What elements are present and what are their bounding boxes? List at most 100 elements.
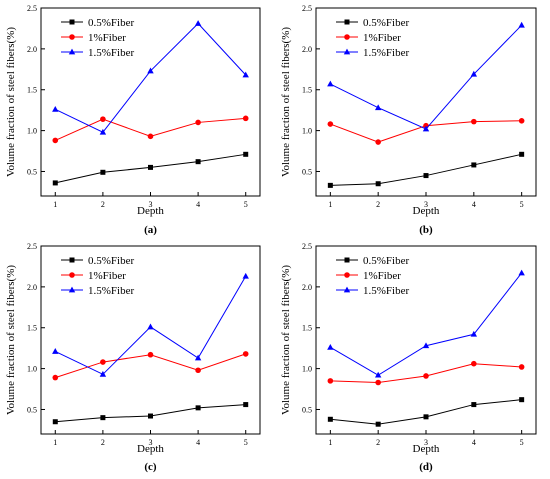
legend-entry: 1.5%Fiber	[363, 285, 409, 297]
x-tick-label: 4	[196, 200, 200, 209]
x-tick-label: 2	[376, 200, 380, 209]
legend-marker	[69, 257, 75, 263]
data-point	[423, 373, 429, 379]
data-point	[147, 133, 154, 140]
data-point	[52, 105, 59, 112]
data-point	[52, 180, 58, 186]
data-point	[423, 414, 429, 420]
data-point	[147, 351, 154, 358]
chart-panel-2: 0.5 1.0 1.5 2.0 2.5 1 2 3 4 5 Depth Volume fraction…	[5, 242, 261, 473]
data-point	[518, 269, 525, 276]
x-axis-title: Depth	[413, 443, 440, 455]
x-tick-label: 1	[328, 438, 332, 447]
data-point	[519, 397, 525, 403]
x-tick-label: 3	[149, 200, 153, 209]
data-point	[52, 137, 59, 144]
data-point	[194, 20, 202, 26]
y-tick-label: 1.5	[27, 324, 37, 333]
y-tick-label: 2.0	[27, 283, 37, 292]
x-tick-label: 2	[101, 200, 105, 209]
x-tick-label: 5	[244, 438, 248, 447]
x-tick-label: 4	[196, 438, 200, 447]
data-point	[327, 80, 334, 87]
data-point	[327, 378, 334, 384]
data-point	[100, 169, 106, 175]
panel-label: (b)	[419, 224, 433, 236]
x-axis-title: Depth	[137, 205, 164, 217]
legend-marker	[343, 48, 351, 55]
data-point	[100, 116, 106, 122]
panel-label: (c)	[144, 461, 157, 473]
legend-entry: 1%Fiber	[88, 32, 126, 44]
x-tick-label: 5	[520, 438, 524, 447]
legend-entry: 1%Fiber	[88, 270, 126, 282]
y-tick-label: 0.5	[27, 405, 37, 414]
legend-marker	[68, 286, 76, 293]
legend-marker	[344, 34, 350, 40]
chart-panel-1: 0.5 1.0 1.5 2.0 2.5 1 2 3 4 5 Depth Volume fraction…	[280, 4, 537, 236]
chart-panel-3: 0.5 1.0 1.5 2.0 2.5 1 2 3 4 5 Depth Volume fraction…	[280, 242, 537, 473]
data-point	[52, 348, 59, 354]
series-line	[55, 404, 246, 423]
data-point	[147, 67, 154, 74]
data-point	[374, 371, 382, 378]
data-point	[519, 151, 525, 157]
legend-entry: 1.5%Fiber	[363, 47, 409, 59]
x-tick-label: 1	[53, 438, 57, 447]
legend-marker	[343, 286, 351, 293]
legend-entry: 0.5%Fiber	[88, 17, 134, 29]
legend-entry: 1.5%Fiber	[88, 47, 134, 59]
data-point	[470, 70, 478, 77]
legend-entry: 1%Fiber	[363, 270, 401, 282]
data-point	[195, 405, 201, 411]
legend-marker	[344, 19, 350, 25]
series-line	[330, 399, 522, 425]
legend-marker	[69, 34, 75, 40]
data-point	[375, 181, 381, 187]
y-tick-label: 2.0	[302, 45, 312, 54]
x-tick-label: 3	[149, 438, 153, 447]
data-point	[375, 421, 381, 427]
y-tick-label: 2.0	[27, 45, 37, 54]
legend-marker	[68, 48, 76, 55]
series-line	[330, 272, 523, 376]
data-point	[194, 354, 202, 361]
data-point	[148, 164, 153, 170]
y-tick-label: 1.5	[27, 86, 37, 95]
series-line	[330, 24, 523, 130]
data-point	[471, 402, 477, 408]
y-tick-label: 2.5	[27, 4, 37, 13]
y-tick-label: 2.0	[302, 283, 312, 292]
y-tick-label: 0.5	[302, 405, 312, 414]
data-point	[99, 370, 107, 377]
data-point	[242, 71, 249, 78]
data-point	[52, 419, 58, 425]
legend-marker	[69, 19, 75, 25]
y-tick-label: 2.5	[302, 4, 312, 13]
x-axis-title: Depth	[413, 205, 440, 217]
y-tick-label: 1.0	[302, 365, 312, 374]
data-point	[242, 115, 249, 122]
data-point	[52, 374, 59, 381]
legend-marker	[344, 257, 350, 263]
x-tick-label: 1	[328, 200, 332, 209]
y-tick-label: 1.5	[302, 324, 312, 333]
y-tick-label: 1.5	[302, 86, 312, 95]
y-tick-label: 0.5	[302, 167, 312, 176]
data-point	[375, 379, 381, 386]
data-point	[471, 162, 477, 168]
data-point	[327, 182, 333, 188]
data-point	[327, 343, 334, 350]
x-tick-label: 2	[376, 438, 380, 447]
y-tick-label: 1.0	[27, 127, 37, 136]
y-tick-label: 1.0	[27, 365, 37, 374]
data-point	[470, 330, 478, 337]
y-tick-label: 0.5	[27, 167, 37, 176]
series-line	[330, 153, 522, 186]
legend-entry: 0.5%Fiber	[363, 255, 409, 267]
y-tick-label: 1.0	[302, 127, 312, 136]
x-tick-label: 4	[472, 438, 476, 447]
panel-label: (d)	[419, 461, 433, 473]
